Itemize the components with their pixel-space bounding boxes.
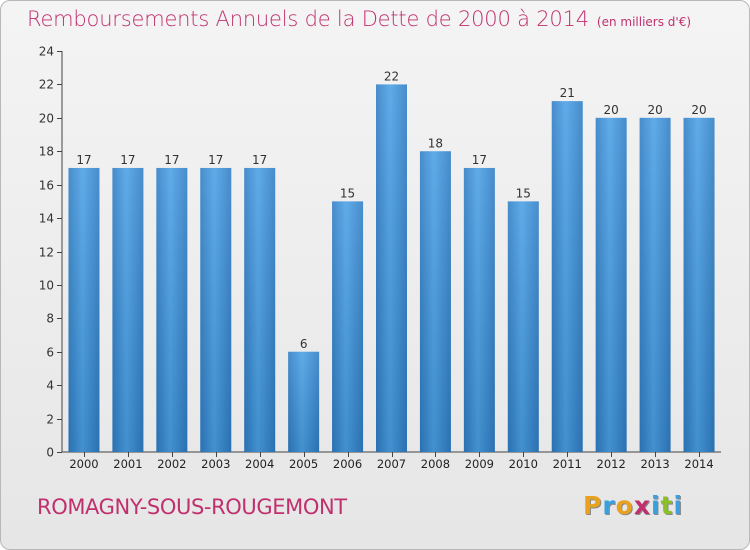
y-tick-label: 2: [46, 413, 54, 427]
chart-title-row: Remboursements Annuels de la Dette de 20…: [27, 7, 691, 31]
chart-title: Remboursements Annuels de la Dette de 20…: [27, 7, 589, 31]
bar-shade: [683, 117, 715, 452]
bar-shade: [551, 101, 583, 452]
data-label: 17: [252, 153, 267, 167]
bar-shade: [463, 167, 495, 453]
chart-subtitle: (en milliers d'€): [596, 15, 692, 29]
y-tick-label: 24: [39, 45, 54, 59]
logo-letter: i: [673, 491, 684, 520]
data-label: 18: [428, 136, 443, 150]
logo-letter: t: [660, 491, 674, 520]
bar-shade: [595, 117, 627, 452]
logo-letter: i: [651, 491, 661, 520]
x-tick-label: 2006: [333, 457, 362, 471]
data-label: 20: [604, 103, 619, 117]
data-label: 17: [76, 153, 91, 167]
y-tick-label: 8: [46, 312, 54, 326]
data-label: 17: [472, 153, 487, 167]
logo-letter: x: [633, 491, 651, 520]
logo-letter: P: [583, 491, 603, 520]
x-tick-label: 2010: [509, 457, 538, 471]
x-tick-label: 2011: [553, 457, 582, 471]
x-tick-label: 2014: [684, 457, 713, 471]
bar-shade: [244, 167, 276, 453]
bar-shade: [200, 167, 232, 453]
data-label: 15: [340, 186, 355, 200]
data-label: 22: [384, 69, 399, 83]
data-label: 20: [691, 103, 706, 117]
x-tick-label: 2008: [421, 457, 450, 471]
bar-shade: [68, 167, 100, 453]
y-tick-label: 10: [39, 279, 54, 293]
x-tick-label: 2000: [69, 457, 98, 471]
y-tick-label: 6: [46, 346, 54, 360]
place-name: ROMAGNY-SOUS-ROUGEMONT: [37, 495, 347, 519]
x-tick-label: 2009: [465, 457, 494, 471]
bar-shade: [507, 201, 539, 452]
x-tick-label: 2001: [113, 457, 142, 471]
logo-letter: o: [615, 491, 634, 520]
y-tick-label: 20: [39, 112, 54, 126]
data-label: 17: [120, 153, 135, 167]
data-label: 17: [164, 153, 179, 167]
data-label: 20: [647, 103, 662, 117]
chart-bars: [68, 84, 715, 453]
x-tick-label: 2005: [289, 457, 318, 471]
data-label: 6: [300, 337, 308, 351]
bar-shade: [376, 84, 407, 453]
bar-shade: [419, 151, 451, 452]
x-tick-label: 2004: [245, 457, 274, 471]
logo-letter: r: [602, 491, 616, 520]
data-label: 21: [560, 86, 575, 100]
bar-shade: [639, 117, 671, 452]
y-tick-label: 18: [39, 145, 54, 159]
x-tick-label: 2012: [597, 457, 626, 471]
y-tick-label: 22: [39, 78, 54, 92]
bar-shade: [332, 201, 364, 452]
y-tick-label: 4: [46, 379, 54, 393]
data-label: 17: [208, 153, 223, 167]
bar-shade: [156, 167, 188, 453]
y-tick-label: 14: [39, 212, 54, 226]
bar-shade: [112, 167, 144, 453]
data-label: 15: [516, 186, 531, 200]
x-tick-label: 2002: [157, 457, 186, 471]
y-tick-label: 16: [39, 179, 54, 193]
x-tick-label: 2007: [377, 457, 406, 471]
x-tick-label: 2013: [640, 457, 669, 471]
chart-labels: 2000 17 2001 17 2002 17 2003 17 2004 17 2005 6 2006 1…: [69, 69, 713, 471]
x-tick-label: 2003: [201, 457, 230, 471]
proxiti-logo[interactable]: Proxiti: [583, 491, 683, 520]
y-tick-label: 0: [46, 446, 54, 460]
bar-shade: [288, 351, 320, 452]
y-tick-label: 12: [39, 246, 54, 260]
